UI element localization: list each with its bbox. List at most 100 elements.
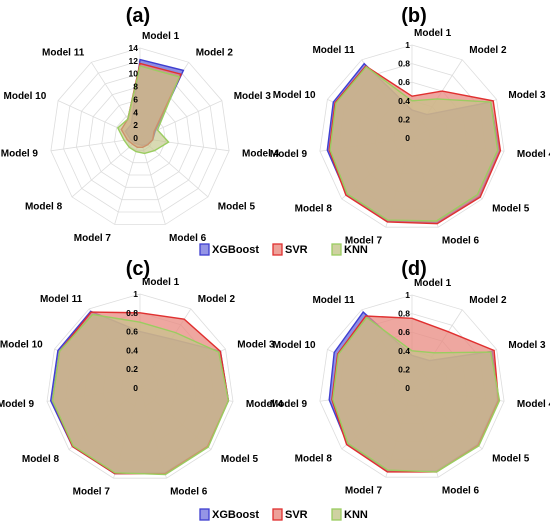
axis-label: Model 5 xyxy=(492,453,530,464)
axis-label: Model 9 xyxy=(1,149,39,160)
spoke-line xyxy=(71,137,141,198)
series-knn-polygon xyxy=(116,65,181,155)
tick-label: 0.2 xyxy=(398,114,410,124)
grid-ring xyxy=(88,86,192,188)
axis-label: Model 11 xyxy=(312,295,355,306)
tick-label: 12 xyxy=(129,56,139,66)
axis-label: Model 10 xyxy=(273,90,316,101)
tick-label: 10 xyxy=(129,69,139,79)
tick-label: 0.6 xyxy=(398,77,410,87)
tick-label: 0 xyxy=(133,133,138,143)
tick-label: 0.8 xyxy=(398,309,410,319)
axis-label: Model 6 xyxy=(170,487,208,498)
axis-label: Model 7 xyxy=(74,233,112,244)
grid-ring xyxy=(319,294,505,478)
grid-ring xyxy=(46,293,234,479)
grid-ring xyxy=(319,44,505,228)
axis-label: Model 4 xyxy=(517,399,550,410)
tick-label: 14 xyxy=(129,43,139,53)
axis-label: Model 7 xyxy=(73,487,111,498)
axis-label: Model 9 xyxy=(0,399,35,410)
tick-label: 0 xyxy=(133,383,138,393)
legend: XGBoost SVR KNN xyxy=(199,508,368,521)
axis-label: Model 5 xyxy=(492,203,530,214)
axis-label: Model 8 xyxy=(25,202,63,213)
axis-label: Model 5 xyxy=(218,202,256,213)
legend-label-knn: KNN xyxy=(344,509,368,521)
axis-label: Model 4 xyxy=(242,149,280,160)
panel-title: (a) xyxy=(126,5,150,27)
panel-title: (d) xyxy=(401,258,427,280)
axis-label: Model 1 xyxy=(142,31,180,42)
panel-title: (b) xyxy=(401,5,427,27)
axis-label: Model 1 xyxy=(142,277,180,288)
legend-swatch-xgboost xyxy=(199,508,210,521)
axis-label: Model 8 xyxy=(22,454,60,465)
axis-label: Model 8 xyxy=(295,453,333,464)
radar-panel-3: (c) 0 0.2 0.4 0.6 0.8 1 Model 1 Model 2 Model 3 Mo… xyxy=(0,258,284,498)
tick-label: 0.2 xyxy=(398,364,410,374)
grid-ring xyxy=(114,111,166,164)
legend-swatch-knn xyxy=(331,243,342,256)
radar-panel-2: (b) 0 0.2 0.4 0.6 0.8 1 Model 1 Model 2 Model 3 Mo… xyxy=(270,5,550,247)
axis-label: Model 6 xyxy=(169,233,207,244)
tick-label: 6 xyxy=(133,94,138,104)
legend-label-svr: SVR xyxy=(285,509,308,521)
axis-label: Model 11 xyxy=(42,47,85,58)
axis-label: Model 2 xyxy=(196,47,234,58)
tick-label: 8 xyxy=(133,82,138,92)
tick-label: 0.8 xyxy=(398,59,410,69)
axis-label: Model 3 xyxy=(508,90,546,101)
tick-label: 0.6 xyxy=(126,327,138,337)
radar-panel-4: (d) 0 0.2 0.4 0.6 0.8 1 Model 1 Model 2 Model 3 Mo… xyxy=(270,258,550,497)
legend-swatch-xgboost xyxy=(199,243,210,256)
legend-swatch-svr xyxy=(272,508,283,521)
axis-label: Model 6 xyxy=(442,486,480,497)
grid-ring xyxy=(75,73,205,201)
axis-label: Model 2 xyxy=(469,295,507,306)
tick-label: 0.8 xyxy=(126,308,138,318)
grid-ring xyxy=(101,98,179,176)
tick-label: 4 xyxy=(133,107,138,117)
tick-label: 1 xyxy=(405,290,410,300)
axis-label: Model 2 xyxy=(469,45,507,56)
axis-label: Model 6 xyxy=(442,236,480,247)
series-knn-polygon xyxy=(329,65,499,222)
axis-label: Model 2 xyxy=(198,294,236,305)
legend-label-svr: SVR xyxy=(285,244,308,256)
tick-label: 0.4 xyxy=(398,96,410,106)
axis-label: Model 7 xyxy=(345,486,383,497)
spoke-line xyxy=(114,137,141,225)
legend-label-xgboost: XGBoost xyxy=(212,244,259,256)
tick-label: 2 xyxy=(133,120,138,130)
tick-label: 0 xyxy=(405,383,410,393)
axis-label: Model 9 xyxy=(270,149,308,160)
axis-label: Model 3 xyxy=(237,340,275,351)
axis-label: Model 10 xyxy=(0,340,43,351)
axis-label: Model 11 xyxy=(312,45,355,56)
tick-label: 0 xyxy=(405,133,410,143)
series-knn-polygon xyxy=(332,316,501,473)
axis-label: Model 11 xyxy=(40,294,83,305)
tick-label: 0.6 xyxy=(398,327,410,337)
axis-label: Model 1 xyxy=(414,278,452,289)
tick-label: 1 xyxy=(133,289,138,299)
panel-title: (c) xyxy=(126,258,150,280)
axis-label: Model 7 xyxy=(345,236,383,247)
tick-label: 0.2 xyxy=(126,364,138,374)
axis-label: Model 1 xyxy=(414,28,452,39)
tick-label: 1 xyxy=(405,40,410,50)
axis-label: Model 10 xyxy=(4,91,47,102)
axis-label: Model 9 xyxy=(270,399,308,410)
grid-ring xyxy=(63,60,217,213)
axis-label: Model 5 xyxy=(221,454,259,465)
legend-swatch-knn xyxy=(331,508,342,521)
legend-swatch-svr xyxy=(272,243,283,256)
axis-label: Model 10 xyxy=(273,340,316,351)
axis-label: Model 4 xyxy=(517,149,550,160)
axis-label: Model 8 xyxy=(295,203,333,214)
axis-label: Model 3 xyxy=(508,340,546,351)
axis-label: Model 3 xyxy=(234,91,272,102)
